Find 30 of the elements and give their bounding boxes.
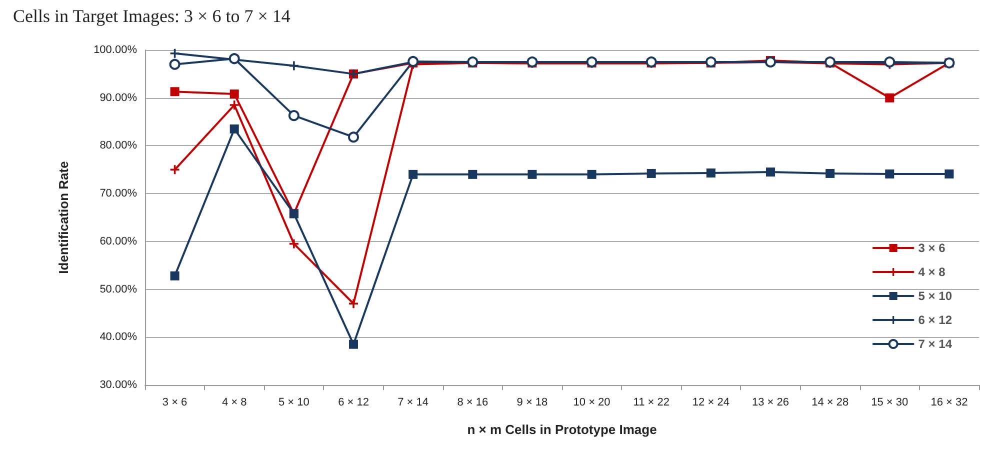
y-tick-label: 40.00%: [100, 331, 138, 344]
legend-label: 7 × 14: [918, 337, 952, 351]
x-tick-label: 11 × 22: [633, 396, 670, 408]
x-tick-label: 8 × 16: [457, 396, 488, 408]
x-tick-label: 4 × 8: [222, 396, 247, 408]
legend-label: 5 × 10: [918, 289, 952, 303]
x-axis-title: n × m Cells in Prototype Image: [467, 422, 657, 437]
x-tick-label: 15 × 30: [871, 396, 908, 408]
x-tick-label: 7 × 14: [398, 396, 429, 408]
x-tick-label: 12 × 24: [692, 396, 730, 408]
x-tick-label: 6 × 12: [338, 396, 369, 408]
x-tick-label: 3 × 6: [162, 396, 188, 408]
y-tick-label: 30.00%: [100, 379, 138, 391]
y-tick-label: 70.00%: [100, 188, 138, 200]
x-tick-label: 16 × 32: [930, 396, 968, 408]
x-tick-label: 5 × 10: [278, 396, 310, 408]
y-axis-title: Identification Rate: [56, 161, 71, 274]
x-tick-label: 10 × 20: [573, 396, 610, 408]
y-tick-label: 90.00%: [100, 92, 138, 104]
x-tick-label: 13 × 26: [752, 396, 790, 408]
legend-label: 6 × 12: [918, 313, 952, 327]
x-tick-label: 9 × 18: [516, 396, 548, 408]
y-tick-label: 100.00%: [94, 44, 138, 56]
y-tick-label: 60.00%: [100, 235, 138, 248]
y-tick-label: 50.00%: [100, 283, 138, 296]
chart-title: Cells in Target Images: 3 × 6 to 7 × 14: [13, 6, 290, 26]
x-tick-label: 14 × 28: [812, 396, 849, 408]
legend-label: 3 × 6: [918, 241, 946, 255]
y-tick-label: 80.00%: [100, 140, 138, 152]
legend-label: 4 × 8: [918, 265, 946, 279]
